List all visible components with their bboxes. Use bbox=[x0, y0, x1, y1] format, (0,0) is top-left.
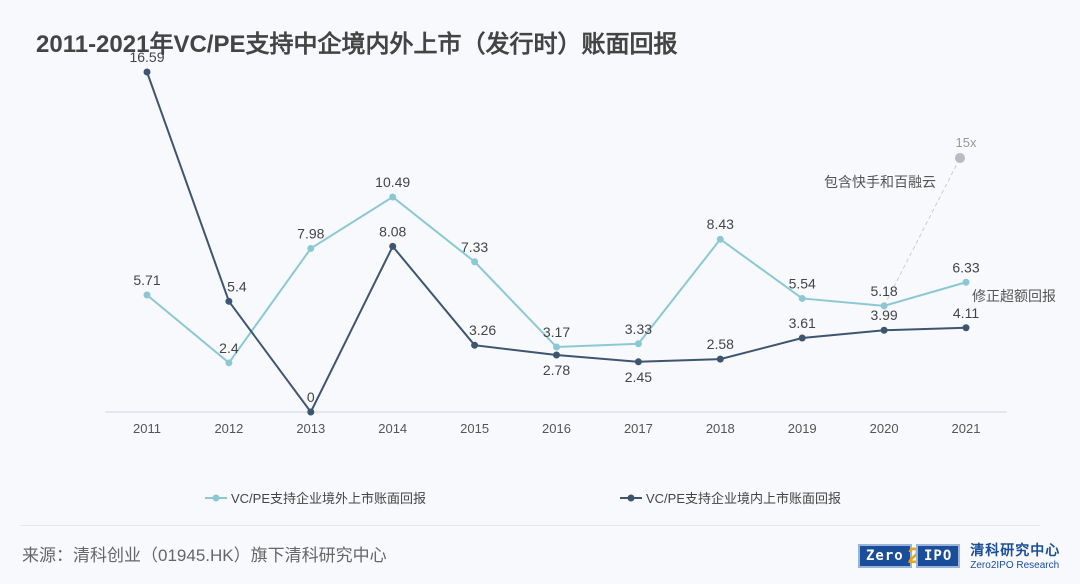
data-point bbox=[798, 294, 806, 302]
data-point bbox=[962, 324, 970, 332]
data-point bbox=[716, 355, 724, 363]
data-point bbox=[634, 358, 642, 366]
data-point bbox=[880, 326, 888, 334]
data-point bbox=[225, 359, 233, 367]
data-label: 4.11 bbox=[953, 305, 979, 321]
legend-label: VC/PE支持企业境外上市账面回报 bbox=[231, 491, 426, 506]
legend-marker bbox=[212, 494, 220, 502]
data-point bbox=[389, 242, 397, 250]
data-label: 3.33 bbox=[625, 321, 652, 337]
data-label: 2.4 bbox=[219, 340, 239, 356]
legend-marker bbox=[627, 494, 635, 502]
x-tick-label: 2012 bbox=[214, 421, 243, 436]
x-tick-label: 2011 bbox=[133, 421, 161, 436]
data-label: 0 bbox=[307, 389, 315, 405]
data-label: 3.61 bbox=[789, 315, 816, 331]
data-point bbox=[798, 334, 806, 342]
outlier-label: 15x bbox=[956, 135, 977, 150]
logo-en: Zero2IPO Research bbox=[970, 560, 1060, 571]
data-label: 3.17 bbox=[543, 324, 570, 340]
data-label: 5.54 bbox=[789, 275, 816, 291]
data-point bbox=[634, 340, 642, 348]
data-label: 3.26 bbox=[469, 322, 496, 338]
source-note: 来源：清科创业（01945.HK）旗下清科研究中心 bbox=[22, 546, 387, 565]
x-tick-label: 2021 bbox=[952, 421, 981, 436]
chart-title: 2011-2021年VC/PE支持中企境内外上市（发行时）账面回报 bbox=[36, 31, 678, 58]
x-tick-label: 2014 bbox=[378, 421, 407, 436]
data-label: 16.59 bbox=[129, 49, 164, 65]
data-point bbox=[471, 341, 479, 349]
data-label: 7.33 bbox=[461, 239, 488, 255]
data-point bbox=[880, 302, 888, 310]
data-label: 5.18 bbox=[870, 283, 897, 299]
data-point bbox=[553, 351, 560, 359]
data-label: 8.08 bbox=[379, 223, 406, 239]
outlier-point bbox=[955, 153, 965, 163]
x-tick-label: 2017 bbox=[624, 421, 653, 436]
logo-box: Zero bbox=[858, 543, 912, 568]
data-point bbox=[389, 193, 397, 201]
data-point bbox=[553, 343, 560, 351]
x-tick-label: 2019 bbox=[788, 421, 817, 436]
data-point bbox=[307, 408, 315, 416]
data-label: 7.98 bbox=[297, 225, 324, 241]
data-point bbox=[962, 278, 970, 286]
data-label: 8.43 bbox=[707, 216, 734, 232]
logo-ipo: IPO bbox=[915, 543, 961, 568]
data-point bbox=[716, 235, 724, 243]
data-point bbox=[143, 291, 151, 299]
data-point bbox=[307, 244, 315, 252]
data-label: 2.78 bbox=[543, 362, 570, 378]
outlier-note: 包含快手和百融云 bbox=[824, 174, 936, 190]
data-label: 2.45 bbox=[625, 369, 652, 385]
x-tick-label: 2020 bbox=[870, 421, 899, 436]
divider bbox=[20, 525, 1040, 526]
series-line bbox=[146, 71, 967, 414]
logo-cn: 清科研究中心 bbox=[970, 542, 1061, 558]
data-point bbox=[225, 297, 233, 305]
data-label: 6.33 bbox=[952, 259, 979, 275]
data-label: 3.99 bbox=[870, 307, 897, 323]
x-tick-label: 2015 bbox=[460, 421, 489, 436]
zero2ipo-logo: Zero 2 IPO 清科研究中心 Zero2IPO Research bbox=[858, 540, 1060, 571]
x-tick-label: 2016 bbox=[542, 421, 571, 436]
legend-label: VC/PE支持企业境内上市账面回报 bbox=[646, 491, 841, 506]
x-tick-label: 2018 bbox=[706, 421, 735, 436]
data-point bbox=[143, 68, 151, 76]
data-label: 5.4 bbox=[227, 278, 247, 294]
x-tick-label: 2013 bbox=[296, 421, 325, 436]
data-point bbox=[471, 258, 479, 266]
corrected-note: 修正超额回报 bbox=[972, 288, 1056, 304]
data-label: 10.49 bbox=[375, 174, 410, 190]
data-label: 5.71 bbox=[133, 272, 160, 288]
data-label: 2.58 bbox=[707, 336, 734, 352]
